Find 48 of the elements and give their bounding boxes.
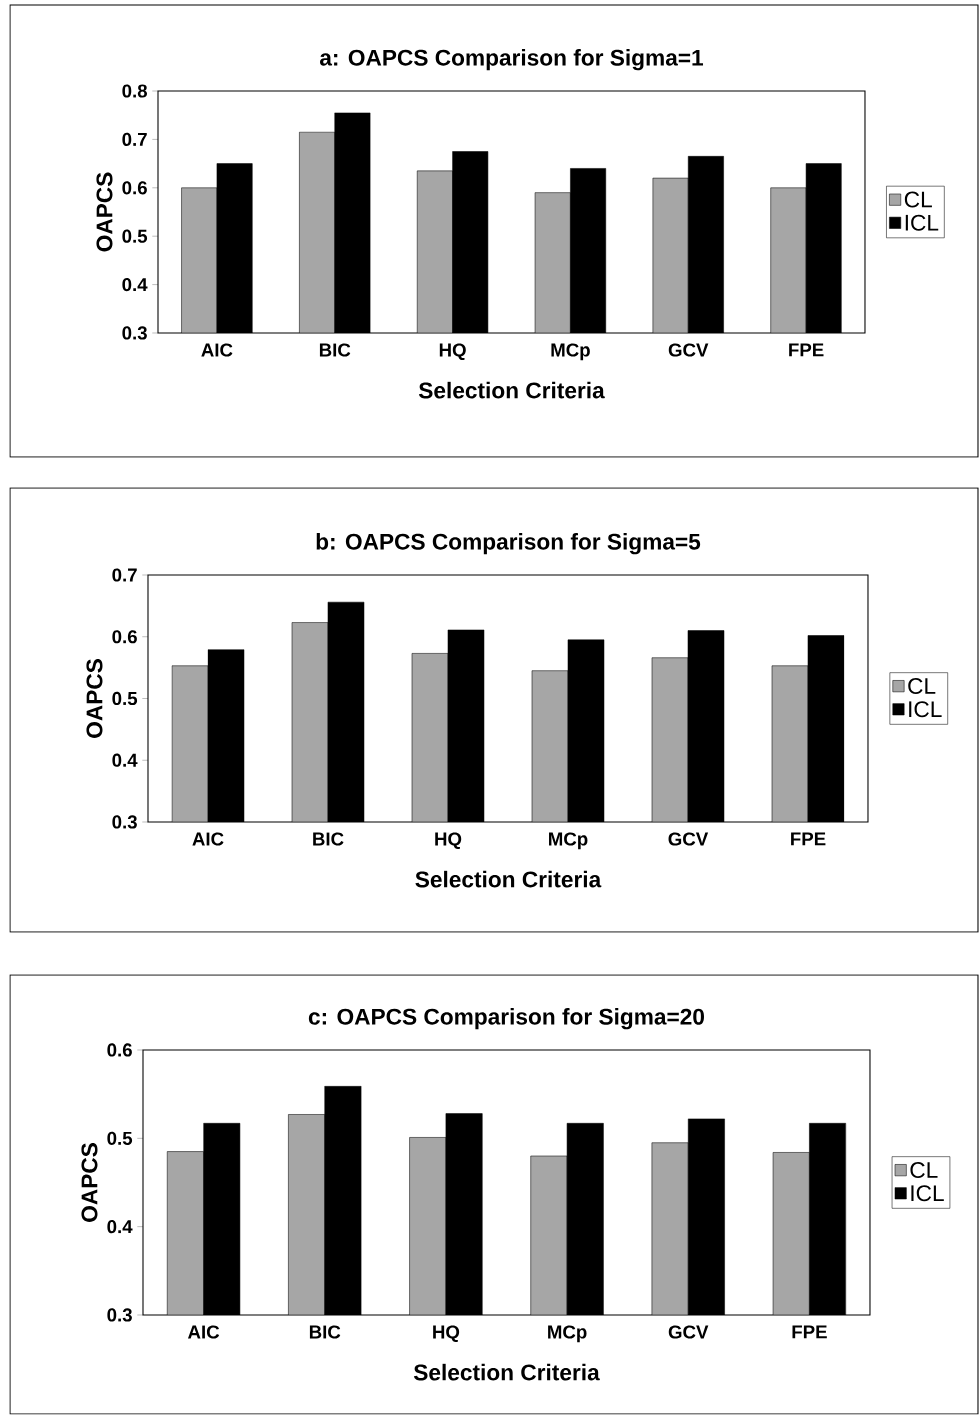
legend-label: ICL	[905, 214, 939, 231]
x-tick-label: HQ	[439, 343, 466, 361]
chart-title: c: OAPCS Comparison for Sigma=20	[308, 1008, 704, 1030]
y-axis-title: OAPCS	[96, 172, 113, 252]
chart-title: b: OAPCS Comparison for Sigma=5	[316, 533, 701, 555]
y-tick-label: 0.4	[122, 277, 148, 292]
y-tick-label: 0.5	[107, 1131, 133, 1145]
y-tick-label: 0.7	[112, 568, 137, 582]
legend-label: ICL	[911, 1185, 944, 1202]
y-tick-label: 0.3	[112, 815, 137, 829]
y-tick-label: 0.4	[107, 1220, 133, 1234]
y-tick-label: 0.3	[122, 326, 147, 340]
legend-label: CL	[904, 191, 932, 208]
y-tick-label: 0.6	[107, 1043, 132, 1057]
x-tick-label: GCV	[668, 343, 709, 357]
chart-title: a: OAPCS Comparison for Sigma=1	[319, 49, 704, 71]
y-tick-label: 0.6	[112, 630, 137, 644]
x-tick-label: GCV	[668, 832, 709, 846]
x-tick-label: GCV	[668, 1325, 709, 1339]
y-axis-title: OAPCS	[81, 1143, 98, 1222]
x-tick-label: FPE	[789, 343, 824, 357]
x-tick-label: MCp	[549, 832, 588, 850]
y-axis-title: OAPCS	[86, 659, 103, 738]
x-tick-label: BIC	[309, 1325, 341, 1339]
y-tick-label: 0.6	[122, 181, 147, 195]
x-tick-label: MCp	[548, 1325, 587, 1343]
y-tick-label: 0.8	[122, 84, 148, 98]
y-tick-label: 0.3	[107, 1308, 132, 1322]
x-tick-label: AIC	[201, 343, 233, 357]
x-axis-title: Selection Criteria	[413, 1363, 600, 1381]
legend-label: CL	[910, 1162, 938, 1179]
x-tick-label: BIC	[313, 832, 344, 846]
y-tick-label: 0.4	[112, 753, 138, 767]
x-axis-title: Selection Criteria	[415, 870, 602, 888]
x-axis-title: Selection Criteria	[418, 381, 605, 399]
x-tick-label: FPE	[791, 832, 826, 846]
y-tick-label: 0.5	[112, 691, 138, 706]
legend-label: CL	[908, 678, 936, 695]
x-tick-label: MCp	[551, 343, 590, 361]
legend-label: ICL	[909, 701, 942, 718]
y-tick-label: 0.7	[122, 132, 147, 147]
x-tick-label: AIC	[187, 1325, 220, 1339]
x-tick-label: HQ	[435, 832, 462, 850]
x-tick-label: FPE	[792, 1325, 827, 1339]
x-tick-label: AIC	[192, 832, 224, 846]
y-tick-label: 0.5	[122, 229, 148, 243]
x-tick-label: BIC	[319, 343, 351, 357]
x-tick-label: HQ	[433, 1325, 460, 1343]
